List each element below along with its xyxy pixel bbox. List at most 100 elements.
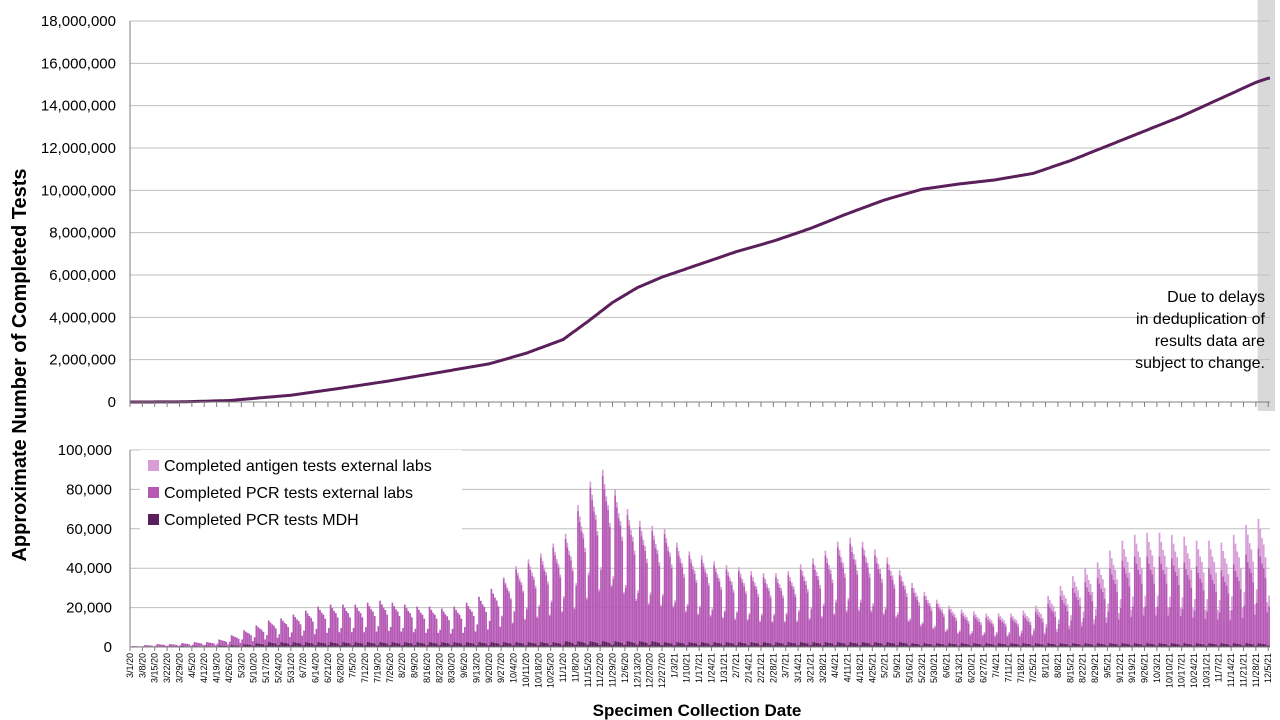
bar-segment: [695, 582, 698, 644]
bar-segment: [631, 541, 634, 643]
bar-segment: [805, 580, 807, 585]
recent-period-shade: [1257, 0, 1275, 411]
bar-segment: [810, 607, 813, 610]
bar-segment: [1105, 645, 1108, 647]
bar-segment: [912, 643, 915, 647]
bar-segment: [757, 643, 760, 647]
bar-segment: [1231, 596, 1233, 610]
bar-segment: [363, 645, 365, 647]
bar-segment: [946, 645, 949, 647]
bar-segment: [559, 574, 562, 578]
bar-segment: [833, 614, 836, 646]
bar-segment: [1077, 590, 1080, 600]
bar-segment: [775, 573, 777, 578]
bar-segment: [368, 642, 371, 647]
x-tick-label: 4/25/21: [867, 653, 877, 683]
bar-segment: [921, 623, 924, 646]
bar-segment: [1125, 556, 1127, 574]
bar-segment: [266, 644, 268, 647]
bar-segment: [386, 643, 388, 647]
bar-segment: [432, 642, 434, 647]
x-tick-label: 4/12/20: [199, 653, 209, 683]
bar-segment: [243, 644, 245, 647]
bar-segment: [1100, 575, 1103, 589]
bar-segment: [1140, 644, 1143, 647]
bar-segment: [658, 642, 661, 647]
bar-segment: [766, 642, 768, 647]
bar-segment: [1148, 643, 1150, 647]
bar-segment: [992, 644, 995, 647]
bar-segment: [911, 587, 913, 644]
bar-segment: [403, 642, 406, 648]
bar-segment: [1181, 597, 1184, 609]
bar-segment: [587, 644, 590, 647]
bar-segment: [838, 642, 841, 647]
bar-segment: [1213, 561, 1216, 584]
bar-segment: [819, 643, 821, 647]
bar-segment: [361, 617, 364, 644]
bar-segment: [801, 575, 804, 643]
bar-segment: [223, 645, 226, 647]
bar-segment: [1098, 583, 1101, 644]
bar-segment: [1043, 645, 1046, 647]
bar-segment: [444, 642, 447, 647]
bar-segment: [874, 549, 876, 556]
bar-segment: [593, 506, 595, 512]
bar-segment: [980, 622, 982, 625]
bar-segment: [879, 643, 882, 647]
bar-segment: [1082, 645, 1085, 647]
bar-segment: [653, 540, 655, 642]
bar-segment: [1241, 607, 1244, 619]
bar-segment: [994, 635, 996, 637]
bar-segment: [213, 643, 215, 647]
bar-segment: [911, 643, 913, 647]
bar-segment: [1201, 643, 1203, 647]
bar-segment: [730, 581, 733, 585]
bar-segment: [1043, 634, 1046, 646]
bar-segment: [920, 624, 922, 627]
bar-segment: [739, 642, 742, 647]
bar-segment: [338, 645, 341, 647]
bar-segment: [690, 562, 692, 643]
bar-segment: [333, 642, 335, 647]
bar-segment: [1137, 643, 1140, 647]
bar-segment: [1054, 644, 1057, 647]
bar-segment: [973, 611, 975, 616]
bar-segment: [1038, 611, 1041, 617]
bar-segment: [928, 643, 931, 647]
bar-segment: [1056, 631, 1058, 646]
bar-segment: [725, 569, 728, 643]
bar-segment: [188, 644, 191, 647]
bar-segment: [646, 558, 648, 563]
bar-segment: [852, 559, 855, 643]
bar-segment: [1024, 618, 1027, 644]
bar-segment: [352, 627, 355, 645]
bar-segment: [1209, 643, 1212, 647]
bar-segment: [619, 525, 622, 643]
bar-segment: [881, 582, 883, 644]
bar-segment: [421, 643, 424, 647]
bar-segment: [479, 600, 482, 643]
bar-segment: [1209, 574, 1212, 644]
bar-segment: [745, 643, 747, 647]
bar-segment: [1054, 616, 1057, 645]
bar-segment: [264, 645, 267, 647]
bar-segment: [960, 609, 963, 614]
bar-segment: [1153, 644, 1156, 647]
bar-segment: [759, 645, 761, 647]
bar-segment: [870, 645, 873, 647]
bar-segment: [1040, 618, 1042, 644]
bar-segment: [732, 589, 735, 593]
bar-segment: [1064, 598, 1067, 607]
bar-segment: [752, 577, 754, 581]
bar-segment: [1042, 618, 1044, 623]
bar-segment: [501, 616, 503, 645]
bar-segment: [1059, 585, 1062, 596]
bar-segment: [1022, 615, 1025, 644]
bar-segment: [426, 644, 429, 647]
bar-segment: [1199, 643, 1201, 647]
bar-segment: [1146, 556, 1148, 644]
bar-segment: [340, 644, 343, 647]
bar-segment: [1003, 623, 1005, 644]
bar-segment: [1250, 572, 1253, 644]
